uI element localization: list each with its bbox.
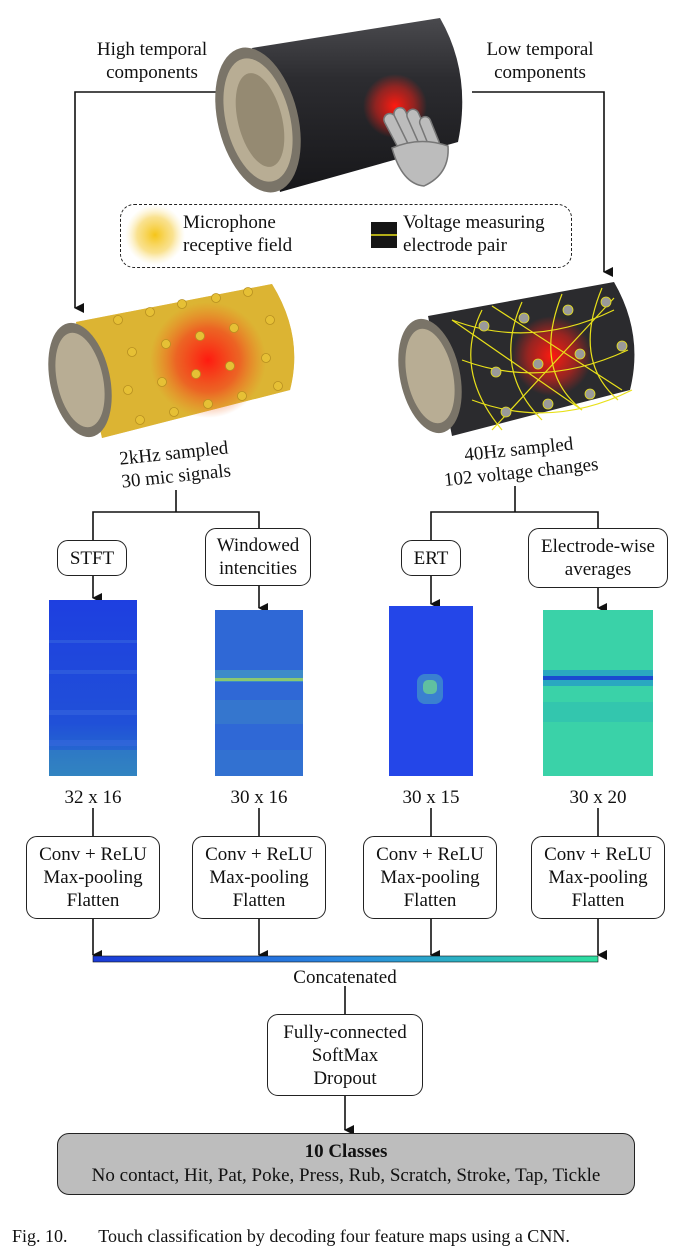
cnn-block-4: Conv + ReLU Max-pooling Flatten <box>531 836 665 919</box>
ert-feature-map <box>389 606 473 776</box>
caption-text: Touch classification by decoding four fe… <box>98 1226 570 1246</box>
electrode-averages-box: Electrode-wise averages <box>528 528 668 588</box>
legend: Microphone receptive field Voltage measu… <box>120 204 572 268</box>
electrode-cylinder-image <box>398 282 635 436</box>
electrode-pair-icon <box>371 222 397 248</box>
microphone-field-icon <box>125 205 185 265</box>
stft-dims: 32 x 16 <box>64 787 122 808</box>
sensor-cylinder-image <box>215 18 463 193</box>
electrode-averages-feature-map <box>543 610 653 776</box>
high-temporal-label: High temporal components <box>96 39 208 83</box>
cnn-block-3: Conv + ReLU Max-pooling Flatten <box>363 836 497 919</box>
figure-caption: Fig. 10. Touch classification by decodin… <box>12 1226 570 1247</box>
fully-connected-block: Fully-connected SoftMax Dropout <box>267 1014 423 1096</box>
low-temporal-arrow <box>472 91 613 277</box>
legend-electrode-label: Voltage measuring electrode pair <box>403 212 545 256</box>
classes-title: 10 Classes <box>304 1141 388 1162</box>
ert-box: ERT <box>401 540 461 576</box>
concatenation-bar <box>92 955 599 963</box>
ert-dims: 30 x 15 <box>402 787 460 808</box>
concatenated-label: Concatenated <box>293 967 397 988</box>
electrode-averages-dims: 30 x 20 <box>569 787 627 808</box>
output-classes-box: 10 Classes No contact, Hit, Pat, Poke, P… <box>57 1133 635 1195</box>
microphone-cylinder-image <box>48 284 295 438</box>
legend-microphone-label: Microphone receptive field <box>183 212 293 256</box>
stft-box: STFT <box>57 540 127 576</box>
caption-prefix: Fig. 10. <box>12 1226 68 1246</box>
low-temporal-label: Low temporal components <box>486 39 594 83</box>
stft-feature-map <box>49 600 137 776</box>
cnn-block-2: Conv + ReLU Max-pooling Flatten <box>192 836 326 919</box>
windowed-dims: 30 x 16 <box>230 787 288 808</box>
windowed-intensities-box: Windowed intencities <box>205 528 311 586</box>
high-temporal-arrow <box>74 91 222 313</box>
windowed-intensities-feature-map <box>215 610 303 776</box>
classes-list: No contact, Hit, Pat, Poke, Press, Rub, … <box>91 1165 601 1186</box>
cnn-block-1: Conv + ReLU Max-pooling Flatten <box>26 836 160 919</box>
